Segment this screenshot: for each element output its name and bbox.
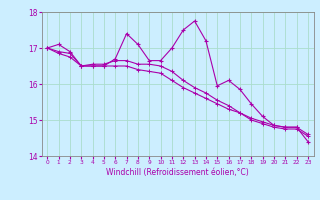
X-axis label: Windchill (Refroidissement éolien,°C): Windchill (Refroidissement éolien,°C) bbox=[106, 168, 249, 177]
